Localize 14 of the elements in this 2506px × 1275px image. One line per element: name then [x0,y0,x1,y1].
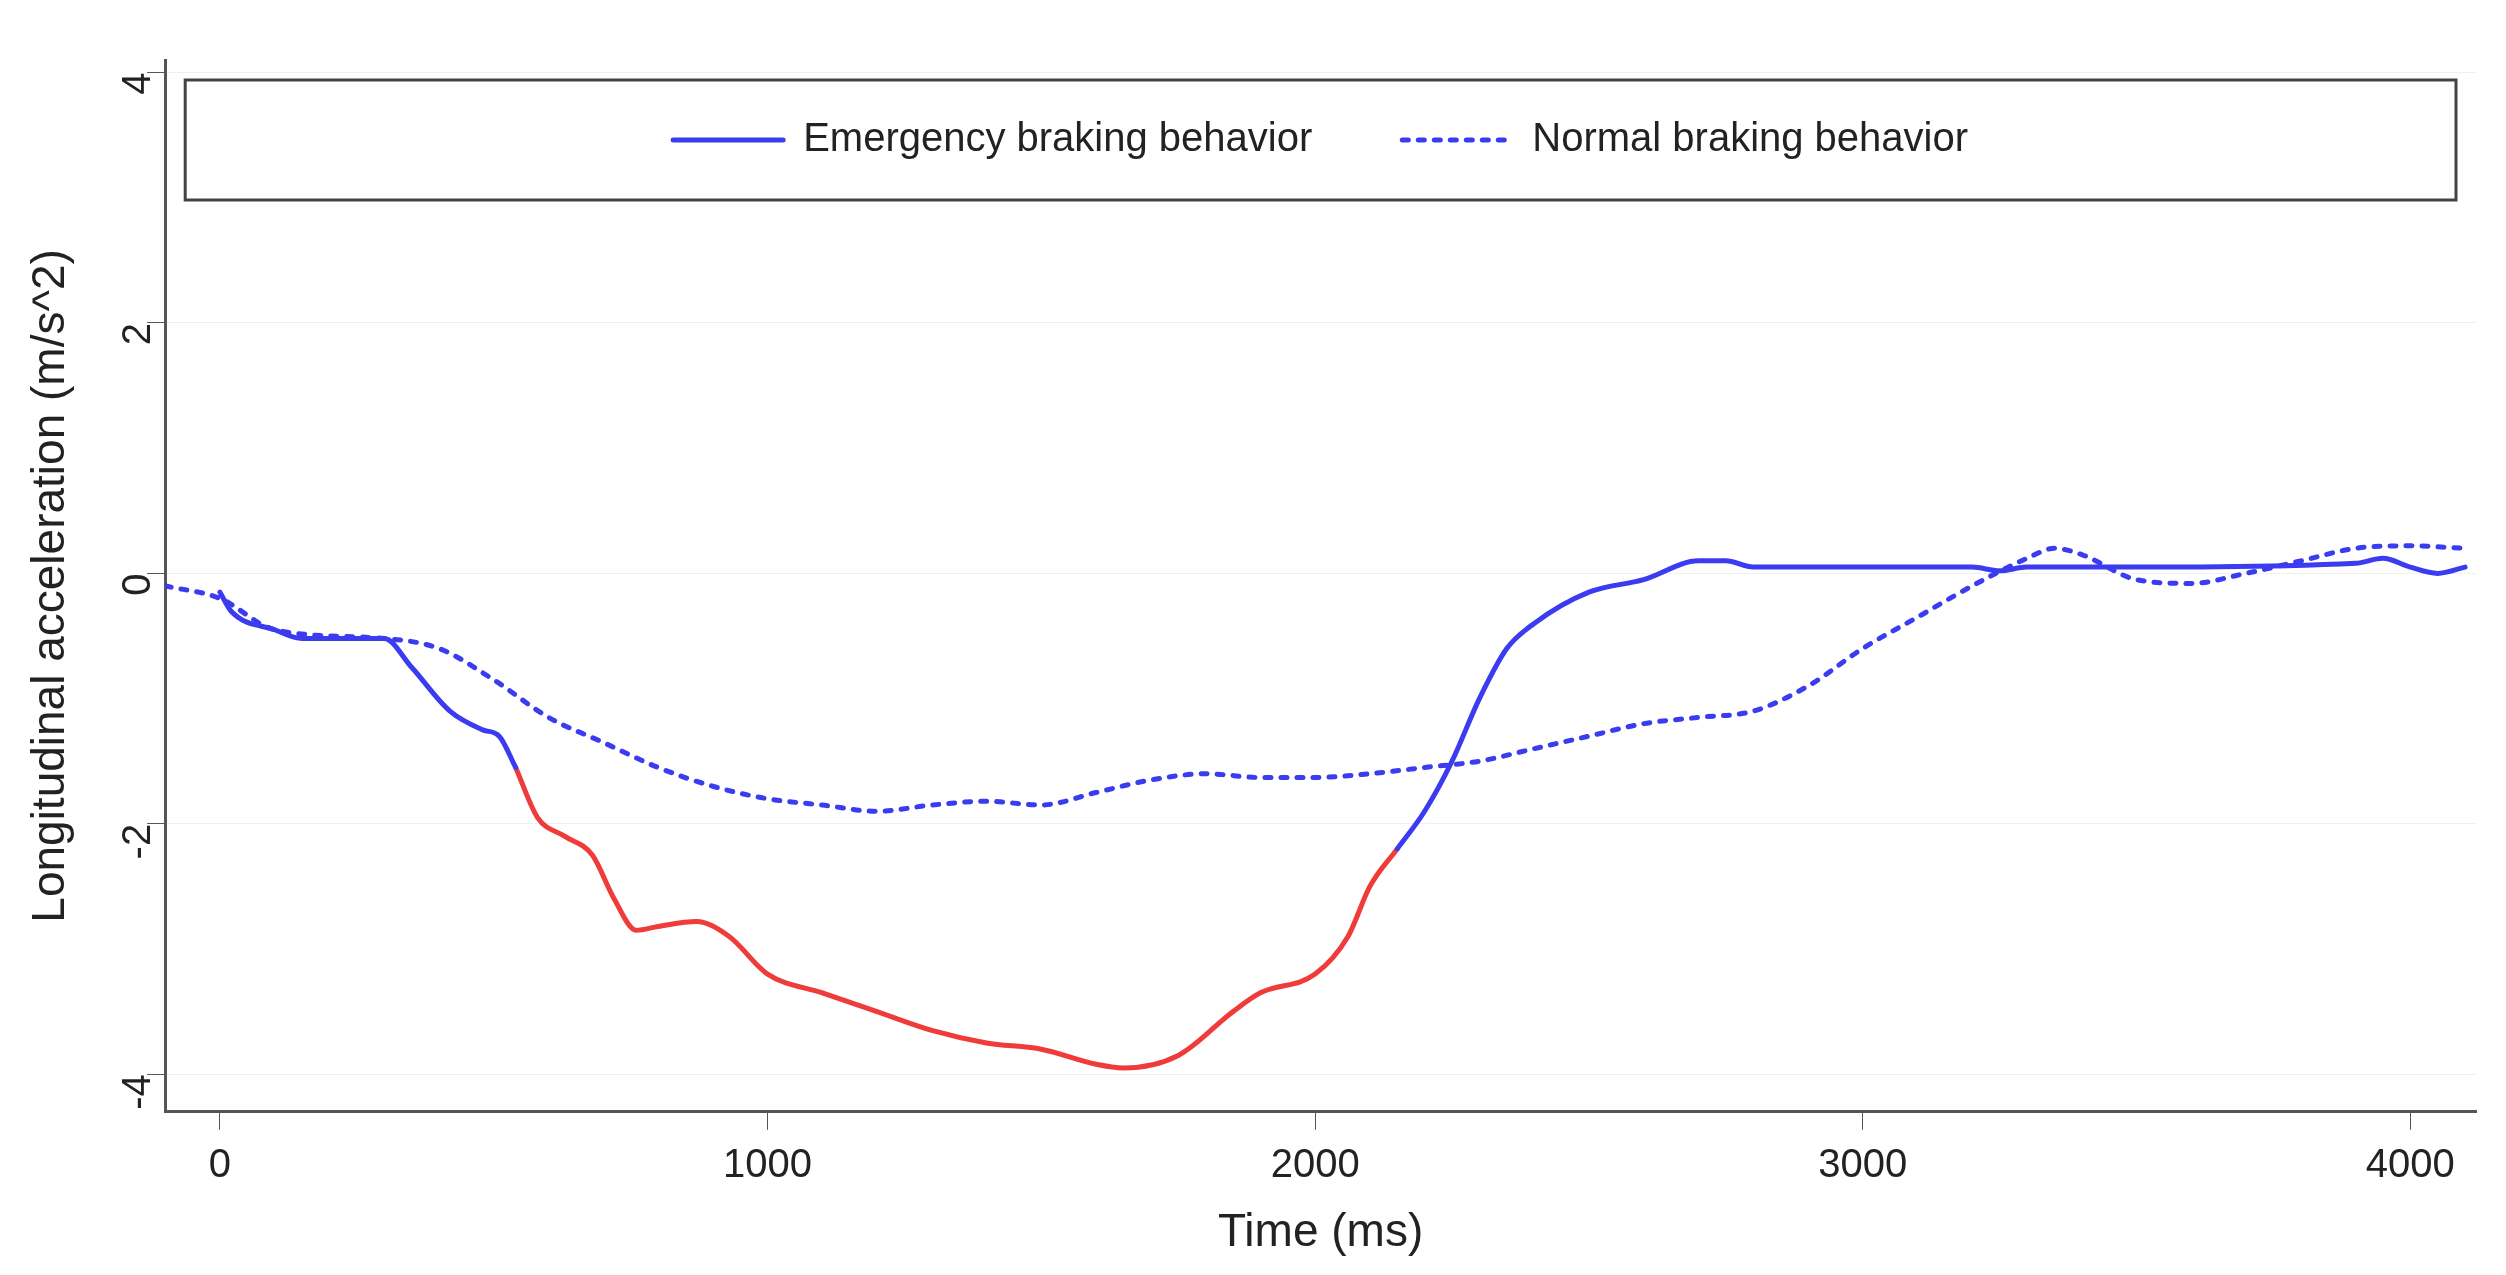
x-tick-label: 1000 [723,1140,813,1185]
x-tick-label: 4000 [2365,1140,2455,1185]
x-tick-label: 3000 [1818,1140,1908,1185]
x-tick-label: 2000 [1270,1140,1360,1185]
y-tick-label: -2 [114,823,159,860]
legend-label: Normal braking behavior [1532,115,1969,160]
x-axis-title: Time (ms) [1217,1204,1424,1257]
y-axis-title: Longitudinal acceleration (m/s^2) [22,249,75,923]
x-tick-label: 0 [208,1140,232,1185]
legend-label: Emergency braking behavior [803,115,1313,160]
y-tick-label: 4 [114,72,159,95]
y-tick-label: -4 [114,1074,159,1110]
y-tick-label: 2 [114,322,159,346]
y-tick-label: 0 [114,573,159,596]
